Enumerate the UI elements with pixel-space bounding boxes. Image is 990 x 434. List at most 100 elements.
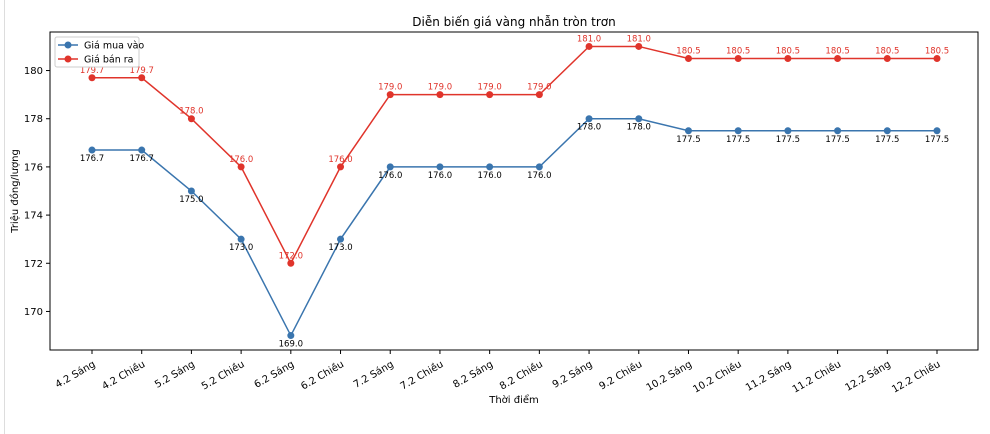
data-label: 180.5 — [875, 47, 899, 57]
data-label: 176.0 — [229, 155, 253, 165]
data-point — [585, 115, 593, 123]
x-tick-label: 11.2 Sáng — [744, 358, 794, 394]
x-tick-label: 9.2 Chiều — [597, 358, 644, 392]
x-tick-label: 6.2 Chiều — [299, 358, 346, 392]
legend-label: Giá bán ra — [84, 55, 133, 66]
x-tick-label: 7.2 Sáng — [351, 358, 395, 391]
data-label: 173.0 — [229, 243, 253, 253]
data-label: 180.5 — [825, 47, 849, 57]
data-point — [486, 91, 494, 99]
data-point — [585, 42, 593, 50]
data-label: 176.0 — [527, 171, 551, 181]
y-tick-label: 176 — [24, 162, 43, 173]
data-point — [635, 115, 643, 123]
x-tick-label: 5.2 Sáng — [153, 358, 197, 391]
x-tick-label: 4.2 Chiều — [100, 358, 147, 392]
data-point — [784, 55, 792, 62]
figure-frame — [4, 0, 990, 434]
legend: Giá mua vào Giá bán ra — [54, 36, 144, 68]
x-tick-label: 12.2 Chiều — [890, 358, 943, 395]
data-point — [386, 163, 394, 171]
data-label: 180.5 — [726, 47, 750, 57]
data-point — [337, 163, 345, 171]
data-point — [287, 259, 295, 267]
data-label: 177.5 — [875, 135, 899, 145]
data-label: 178.0 — [577, 123, 601, 133]
data-point — [138, 74, 146, 82]
data-point — [88, 146, 96, 154]
data-point — [933, 55, 941, 62]
y-tick-label: 172 — [24, 259, 43, 270]
data-point — [784, 127, 792, 135]
plot-area — [49, 31, 979, 351]
x-tick-label: 10.2 Chiều — [691, 358, 744, 395]
data-label: 169.0 — [279, 340, 303, 350]
data-label: 176.7 — [130, 154, 154, 164]
x-axis-label: Thời điểm — [488, 393, 539, 406]
series-line-1 — [92, 45, 937, 265]
data-label: 178.0 — [627, 123, 651, 133]
y-tick-label: 178 — [24, 114, 43, 125]
data-point — [635, 42, 643, 50]
legend-marker — [64, 55, 72, 63]
data-label: 179.0 — [477, 83, 501, 93]
data-point — [734, 127, 742, 135]
x-tick-label: 5.2 Chiều — [199, 358, 246, 392]
data-label: 180.5 — [925, 47, 949, 57]
x-tick-label: 10.2 Sáng — [644, 358, 694, 394]
data-label: 177.5 — [825, 135, 849, 145]
data-point — [237, 163, 245, 171]
data-label: 176.0 — [328, 155, 352, 165]
data-point — [386, 91, 394, 99]
x-tick-label: 11.2 Chiều — [790, 358, 843, 395]
data-label: 177.5 — [925, 135, 949, 145]
data-label: 177.5 — [676, 135, 700, 145]
legend-marker — [64, 41, 72, 49]
data-point — [834, 55, 842, 62]
data-point — [883, 55, 891, 62]
data-point — [684, 55, 692, 62]
data-label: 176.0 — [428, 171, 452, 181]
data-point — [535, 91, 543, 99]
data-label: 176.0 — [477, 171, 501, 181]
legend-label: Giá mua vào — [84, 41, 144, 52]
data-label: 176.0 — [378, 171, 402, 181]
y-tick-label: 170 — [24, 307, 43, 318]
data-label: 181.0 — [627, 34, 651, 44]
x-tick-label: 9.2 Sáng — [550, 358, 594, 391]
data-point — [187, 187, 195, 195]
data-label: 176.7 — [80, 154, 104, 164]
series-line-0 — [92, 117, 937, 338]
data-label: 177.5 — [726, 135, 750, 145]
data-label: 177.5 — [776, 135, 800, 145]
data-point — [883, 127, 891, 135]
y-tick-label: 180 — [24, 66, 43, 77]
data-label: 181.0 — [577, 34, 601, 44]
data-point — [486, 163, 494, 171]
data-label: 180.5 — [676, 47, 700, 57]
data-label: 172.0 — [279, 251, 303, 261]
data-label: 180.5 — [776, 47, 800, 57]
data-point — [834, 127, 842, 135]
data-point — [436, 91, 444, 99]
data-point — [734, 55, 742, 62]
x-tick-label: 7.2 Chiều — [398, 358, 445, 392]
chart-title: Diễn biến giá vàng nhẫn tròn trơn — [412, 15, 615, 29]
data-label: 179.0 — [428, 83, 452, 93]
data-label: 178.0 — [179, 107, 203, 117]
data-point — [436, 163, 444, 171]
x-tick-label: 8.2 Chiều — [498, 358, 545, 392]
data-point — [187, 115, 195, 123]
data-point — [138, 146, 146, 154]
y-tick-label: 174 — [24, 211, 43, 222]
data-point — [684, 127, 692, 135]
data-point — [535, 163, 543, 171]
y-axis-label: Triệu đồng/lượng — [9, 149, 21, 234]
data-label: 179.7 — [80, 66, 104, 76]
data-point — [88, 74, 96, 82]
data-point — [237, 235, 245, 243]
data-label: 179.0 — [527, 83, 551, 93]
x-tick-label: 4.2 Sáng — [53, 358, 97, 391]
data-label: 179.0 — [378, 83, 402, 93]
